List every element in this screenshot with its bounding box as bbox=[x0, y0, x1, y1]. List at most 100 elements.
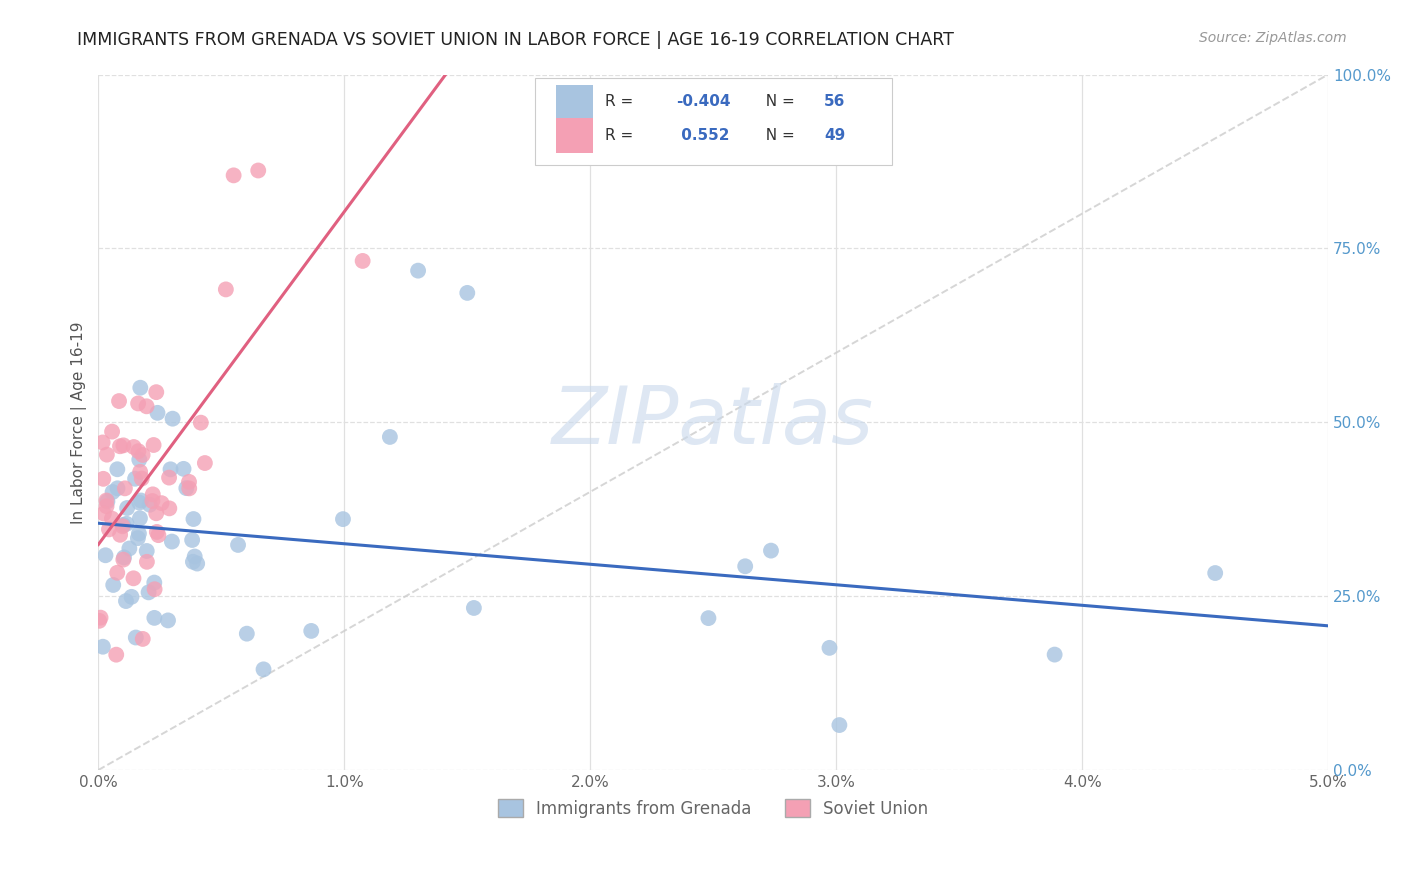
Point bbox=[352, 254, 374, 268]
Point bbox=[91, 435, 114, 450]
Point bbox=[299, 624, 322, 638]
Point bbox=[125, 631, 148, 645]
Point bbox=[141, 494, 163, 508]
Point bbox=[247, 163, 270, 178]
Point bbox=[94, 548, 117, 562]
Point bbox=[138, 585, 160, 599]
Point bbox=[148, 528, 170, 542]
Point bbox=[183, 512, 205, 526]
Text: R =: R = bbox=[605, 95, 638, 109]
Point bbox=[91, 640, 114, 654]
Point bbox=[101, 425, 124, 439]
Point bbox=[142, 438, 165, 452]
Point bbox=[114, 481, 136, 495]
Point bbox=[734, 559, 756, 574]
Point bbox=[159, 462, 181, 476]
Legend: Immigrants from Grenada, Soviet Union: Immigrants from Grenada, Soviet Union bbox=[491, 793, 935, 824]
Point bbox=[186, 557, 208, 571]
Point bbox=[105, 648, 128, 662]
Point bbox=[162, 411, 184, 425]
Point bbox=[332, 512, 354, 526]
Point bbox=[127, 396, 149, 410]
Point bbox=[150, 496, 173, 510]
Point bbox=[128, 495, 150, 509]
Point bbox=[112, 552, 135, 566]
Text: 56: 56 bbox=[824, 95, 845, 109]
Text: -0.404: -0.404 bbox=[676, 95, 731, 109]
Point bbox=[818, 640, 841, 655]
Point bbox=[128, 452, 150, 467]
Point bbox=[129, 381, 152, 395]
Text: Source: ZipAtlas.com: Source: ZipAtlas.com bbox=[1199, 31, 1347, 45]
Point bbox=[145, 385, 167, 400]
Point bbox=[406, 263, 429, 277]
Point bbox=[177, 475, 200, 489]
Point bbox=[132, 632, 155, 646]
Point bbox=[145, 506, 167, 520]
Point bbox=[128, 526, 150, 541]
Point bbox=[135, 544, 157, 558]
Point bbox=[226, 538, 249, 552]
Point bbox=[131, 471, 153, 485]
Point bbox=[127, 531, 149, 545]
Point bbox=[179, 481, 201, 495]
Point bbox=[93, 507, 115, 521]
Point bbox=[157, 614, 180, 628]
Point bbox=[146, 406, 169, 420]
Point bbox=[96, 500, 118, 514]
Point bbox=[107, 481, 129, 495]
Point bbox=[103, 578, 125, 592]
Point bbox=[108, 439, 131, 453]
Point bbox=[101, 485, 124, 500]
Text: IMMIGRANTS FROM GRENADA VS SOVIET UNION IN LABOR FORCE | AGE 16-19 CORRELATION C: IMMIGRANTS FROM GRENADA VS SOVIET UNION … bbox=[77, 31, 955, 49]
Point bbox=[96, 493, 118, 508]
Point bbox=[115, 501, 138, 516]
Point bbox=[127, 444, 149, 458]
Point bbox=[463, 601, 485, 615]
Text: 49: 49 bbox=[824, 128, 845, 144]
Point bbox=[146, 524, 169, 539]
Point bbox=[112, 438, 135, 452]
Point bbox=[105, 566, 128, 580]
Point bbox=[108, 394, 131, 409]
Point bbox=[142, 487, 165, 501]
Point bbox=[129, 465, 152, 479]
Point bbox=[697, 611, 720, 625]
Point bbox=[1043, 648, 1066, 662]
Point bbox=[115, 516, 138, 531]
Point bbox=[112, 518, 135, 533]
Point bbox=[176, 481, 198, 495]
Point bbox=[456, 285, 478, 300]
Text: ZIPatlas: ZIPatlas bbox=[553, 384, 875, 461]
Point bbox=[135, 399, 157, 413]
Point bbox=[108, 528, 131, 542]
Point bbox=[143, 582, 166, 597]
FancyBboxPatch shape bbox=[555, 119, 593, 153]
Point bbox=[1204, 566, 1226, 580]
Point bbox=[236, 626, 259, 640]
Point bbox=[122, 571, 145, 585]
Point bbox=[105, 462, 128, 476]
Point bbox=[181, 533, 204, 547]
Point bbox=[98, 522, 121, 536]
Point bbox=[157, 470, 180, 484]
Point bbox=[135, 555, 157, 569]
Point bbox=[89, 614, 111, 628]
Point bbox=[181, 555, 204, 569]
Point bbox=[143, 611, 166, 625]
Text: R =: R = bbox=[605, 128, 638, 144]
Point bbox=[143, 575, 166, 590]
Point bbox=[157, 501, 180, 516]
FancyBboxPatch shape bbox=[555, 85, 593, 120]
Point bbox=[759, 543, 782, 558]
Point bbox=[139, 498, 162, 512]
Point bbox=[160, 534, 183, 549]
FancyBboxPatch shape bbox=[534, 78, 891, 165]
Point bbox=[91, 472, 114, 486]
Point bbox=[173, 462, 195, 476]
Point bbox=[129, 511, 152, 525]
Point bbox=[96, 494, 118, 508]
Point bbox=[90, 610, 112, 624]
Point bbox=[828, 718, 851, 732]
Point bbox=[111, 519, 134, 533]
